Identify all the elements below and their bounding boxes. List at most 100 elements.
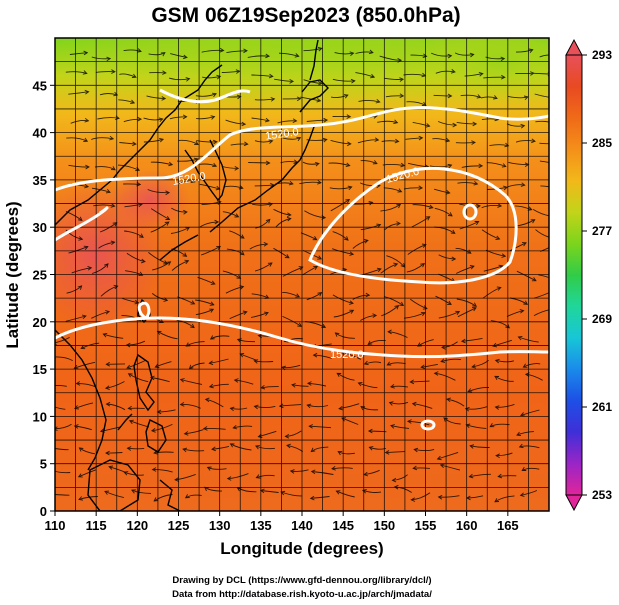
streamline [383,296,404,306]
streamline [406,263,425,273]
streamline [147,189,170,194]
streamline-arrowhead [140,258,146,264]
streamline-arrowhead [397,188,403,193]
streamline [74,402,94,409]
streamline-arrowhead [389,424,395,429]
streamline [154,451,174,454]
streamline-arrowhead [421,101,427,106]
streamline-arrowhead [130,99,136,104]
streamline [489,423,510,428]
streamline [507,95,529,99]
streamline-arrowhead [179,402,185,407]
streamline-arrowhead [498,264,504,270]
streamline [251,74,273,77]
streamline [280,491,302,497]
streamline-arrowhead [505,323,511,329]
credit-data: Data from http://database.rish.kyoto-u.a… [172,589,432,600]
streamline [202,75,221,79]
streamline-arrowhead [182,447,188,453]
streamline [152,261,171,271]
streamline-arrowhead [500,74,506,80]
streamline-arrowhead [74,405,79,410]
streamline [336,490,355,498]
streamline [535,120,549,123]
streamline-arrowhead [521,242,527,247]
streamline-arrowhead [465,495,471,501]
streamline [534,292,549,299]
streamline [332,248,354,255]
streamline-arrowhead [310,447,316,453]
contour-small-high [462,203,478,221]
streamline [55,406,66,410]
streamline-arrowhead [104,385,110,391]
streamline-arrowhead [134,299,140,305]
streamline-arrowhead [216,245,222,250]
streamline-arrowhead [393,119,399,124]
streamline-arrowhead [165,215,171,220]
streamline-arrowhead [530,71,535,76]
streamline [335,332,355,339]
streamline-arrowhead [215,185,221,191]
streamline [435,70,455,74]
streamline-arrowhead [519,308,525,314]
streamline [100,285,118,297]
streamline [273,247,290,259]
streamline [520,490,538,496]
streamline-arrowhead [388,401,394,406]
streamline [99,222,117,233]
streamline-arrowhead [239,353,245,358]
streamline [417,339,434,347]
streamline-arrowhead [365,292,371,298]
streamline-arrowhead [113,284,119,290]
streamline [412,204,433,209]
streamline-arrowhead [384,450,390,455]
streamline [506,310,524,317]
streamline-arrowhead [182,252,188,257]
streamline [200,246,221,256]
streamline-arrowhead [234,166,240,171]
streamline-arrowhead [376,223,382,228]
coastline-sulawesi [159,479,181,511]
streamline [438,254,456,260]
streamline [457,307,477,318]
streamline-arrowhead [110,203,116,208]
streamline-arrowhead [422,53,428,59]
streamline-arrowhead [137,116,143,122]
streamline [124,471,144,476]
streamline-arrowhead [204,486,209,492]
streamline-arrowhead [239,285,245,290]
streamline-arrowhead [469,444,475,449]
coastline-ryukyu [159,234,199,261]
streamline [434,207,453,217]
streamline [472,359,489,368]
streamline [330,139,351,145]
streamline-arrowhead [112,222,118,227]
streamline-arrowhead [420,311,426,317]
streamline-arrowhead [257,433,263,439]
streamline-arrowhead [447,212,453,217]
streamline-arrowhead [255,474,261,479]
streamline [495,403,515,408]
streamline [170,53,187,58]
streamline [291,384,309,387]
streamline-arrowhead [150,428,156,433]
streamline-arrowhead [294,53,300,58]
streamline [333,309,354,318]
streamline [492,339,512,347]
streamline [403,187,423,190]
streamline [185,494,202,499]
streamline [105,452,123,454]
streamline [383,187,402,193]
streamline [303,79,322,84]
streamline [360,224,381,231]
streamline [539,247,549,252]
streamline [254,262,273,272]
streamline-arrowhead [391,477,397,483]
streamline [483,265,503,272]
y-axis-ticks: 0 5 10 15 20 25 30 35 40 45 [33,78,55,519]
streamline [437,451,459,460]
streamline-arrowhead [306,381,312,386]
colorbar-tick-label: 253 [592,488,612,502]
streamline-arrowhead [550,277,554,280]
streamline [254,98,275,101]
